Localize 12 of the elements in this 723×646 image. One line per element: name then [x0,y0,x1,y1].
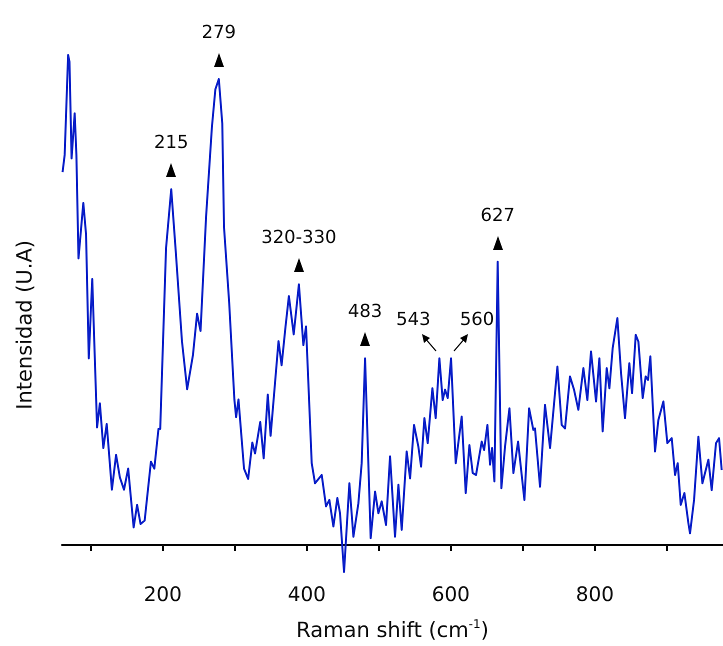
x-tick-label: 800 [576,582,614,606]
annotation: 320-330 [261,227,336,248]
annotation: 215 [154,132,188,154]
annotation: 560 [460,309,494,330]
annotation: 483 [348,301,382,322]
y-axis-title: Intensidad (U.A) [12,240,36,410]
annotation: 279 [202,22,236,43]
x-tick-label: 200 [144,582,182,606]
annotation: 543 [396,309,431,330]
x-tick-label: 400 [288,582,326,606]
x-tick-label: 600 [432,582,470,606]
annotation: 627 [480,204,515,226]
